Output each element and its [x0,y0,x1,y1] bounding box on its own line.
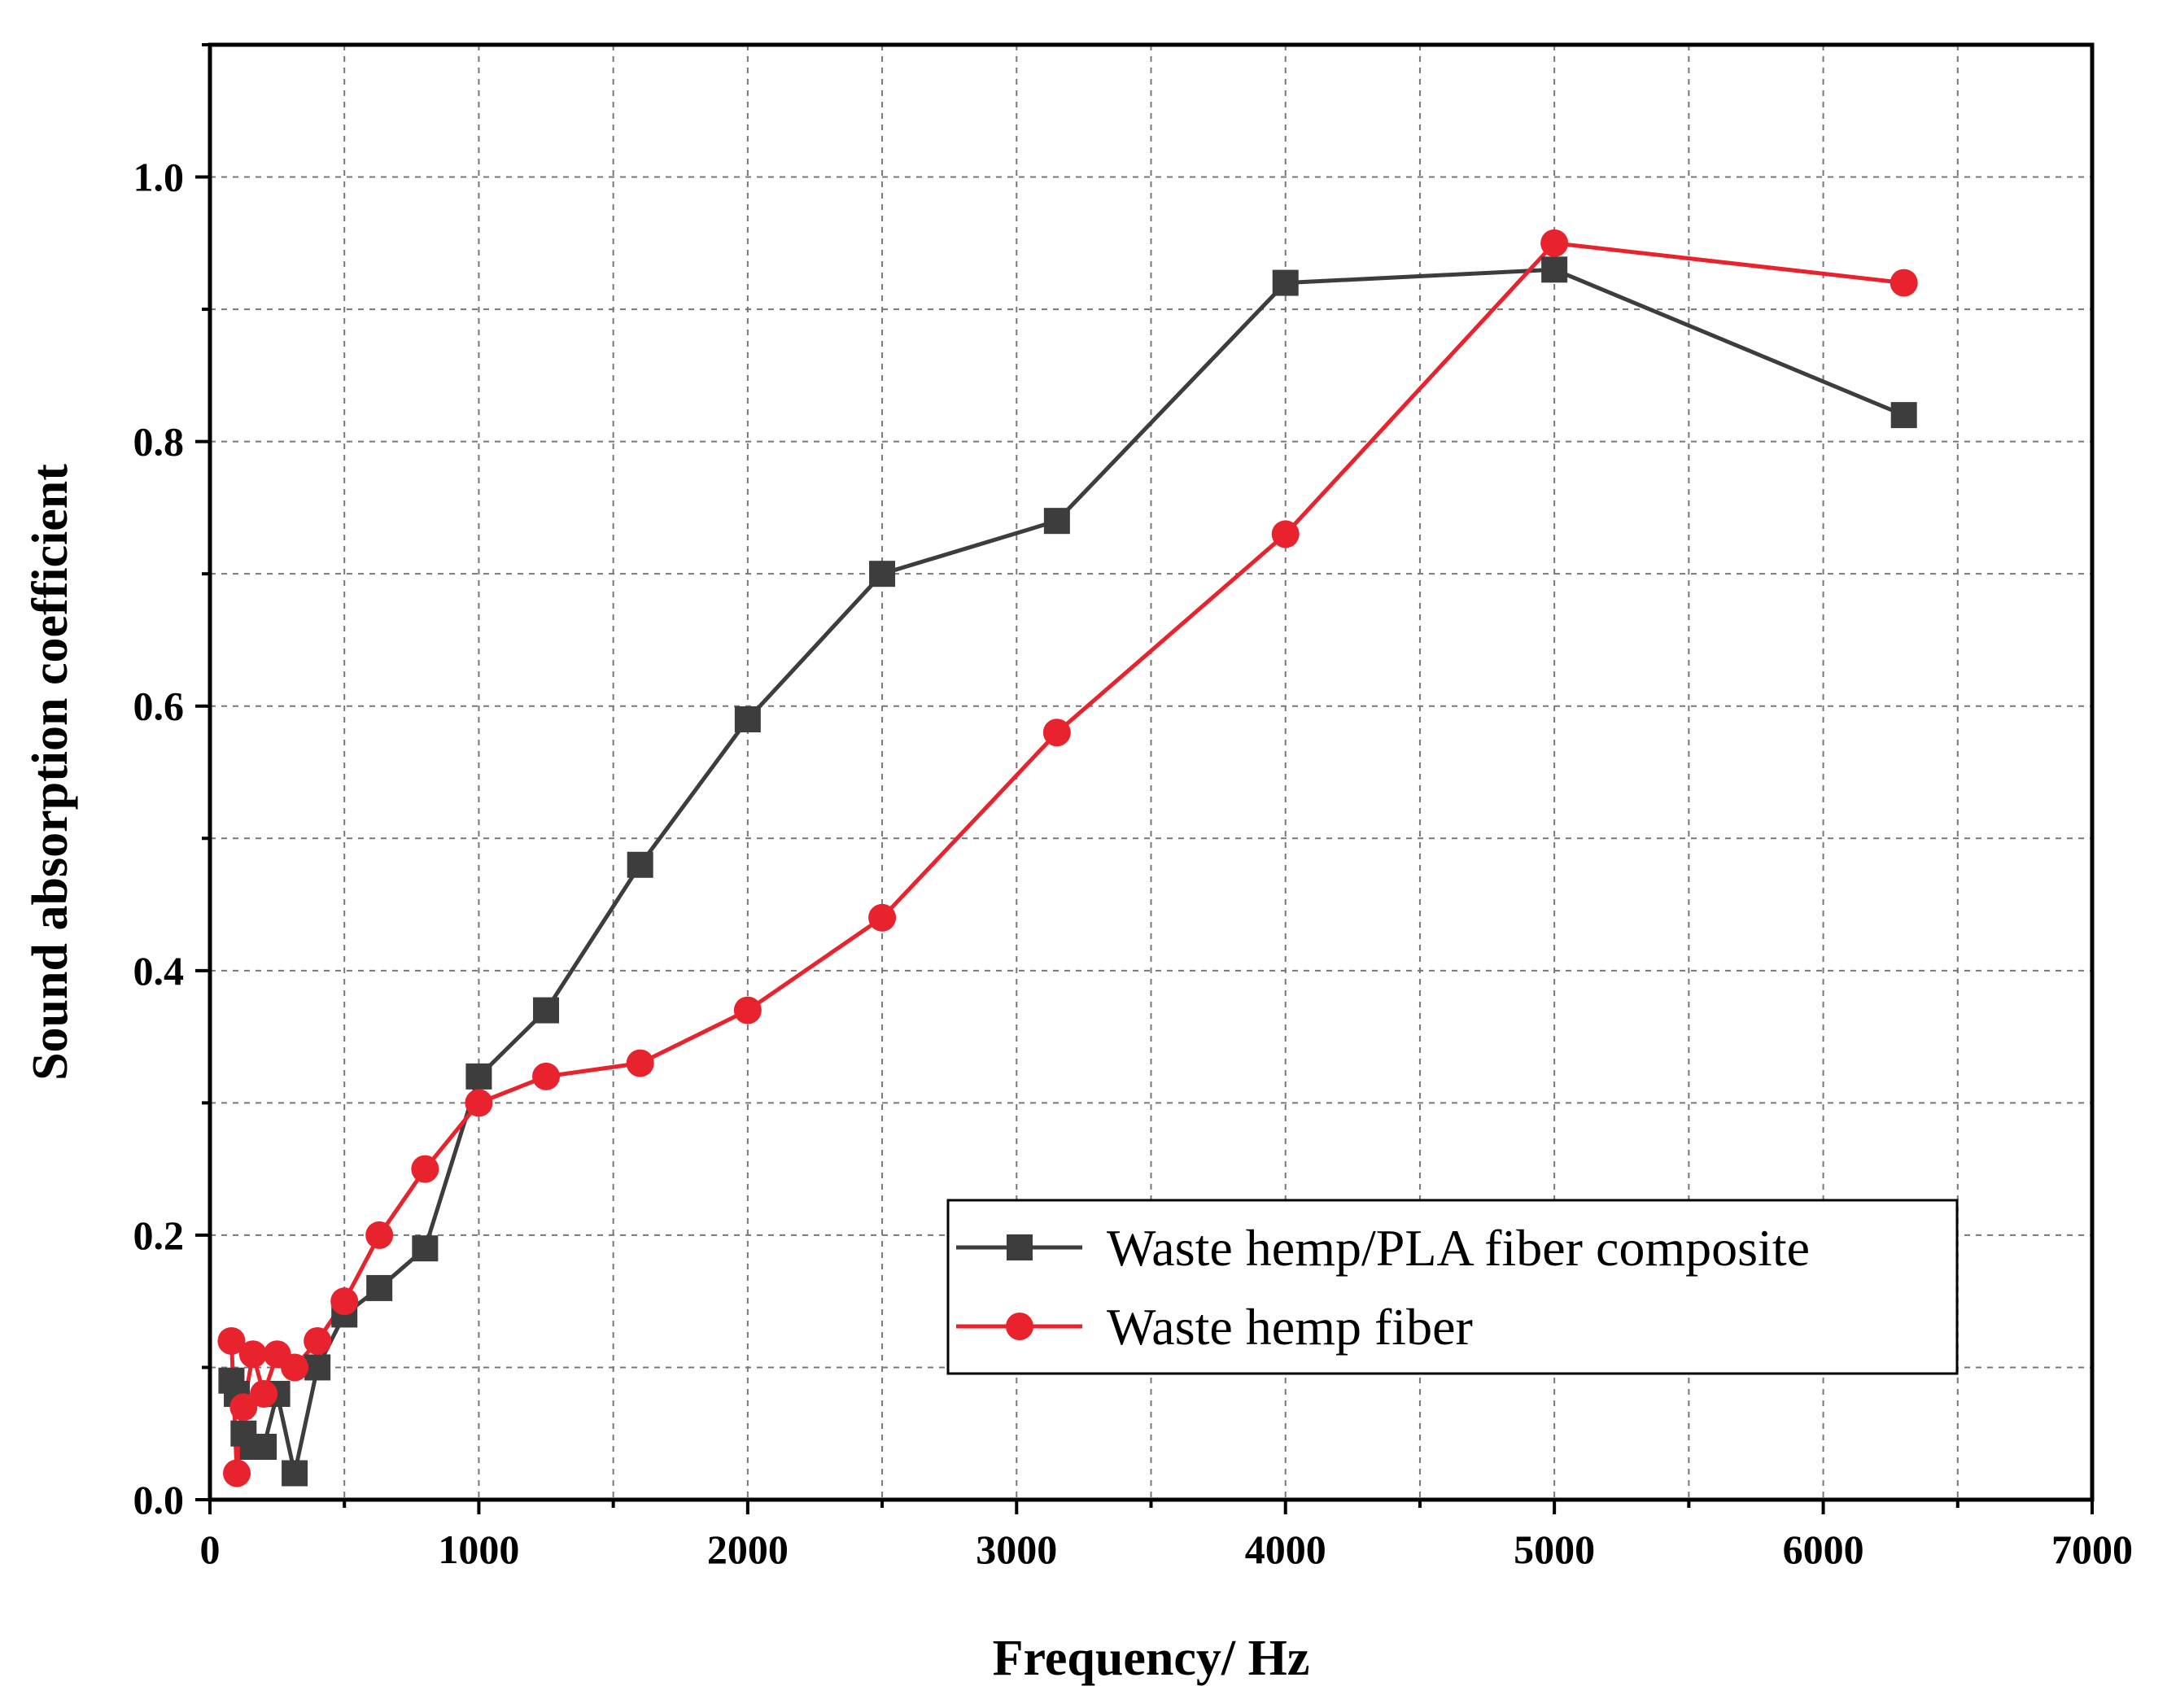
y-axis: 0.0 0.2 0.4 0.6 0.8 1.0 [133,43,210,1522]
data-point-composite [366,1274,393,1301]
legend-label-composite: Waste hemp/PLA fiber composite [1107,1219,1810,1277]
x-tick-label: 1000 [438,1527,519,1572]
data-point-hemp [1042,719,1071,747]
y-tick-label: 0.8 [133,419,185,465]
x-tick-label: 3000 [976,1527,1057,1572]
legend-marker-hemp [1006,1313,1033,1340]
x-axis: 0 1000 2000 3000 4000 5000 6000 7000 [200,1500,2133,1572]
legend-marker-composite [1007,1234,1033,1260]
data-point-composite [533,997,560,1024]
y-tick-label: 1.0 [133,155,185,200]
x-tick-label: 5000 [1514,1527,1595,1572]
data-point-composite [412,1235,439,1262]
data-point-hemp [330,1287,359,1316]
data-point-hemp [868,903,897,932]
legend-label-hemp: Waste hemp fiber [1107,1298,1473,1356]
data-point-hemp [1271,520,1300,548]
x-tick-label: 0 [200,1527,221,1572]
x-tick-label: 7000 [2051,1527,2133,1572]
data-point-hemp [465,1089,493,1117]
data-point-hemp [1540,229,1569,257]
x-tick-label: 2000 [707,1527,789,1572]
data-point-composite [251,1433,277,1460]
data-point-hemp [229,1393,258,1422]
data-point-hemp [365,1221,394,1249]
data-point-hemp [217,1326,246,1355]
data-point-hemp [304,1326,332,1355]
data-point-composite [1890,402,1917,429]
series-layer [217,229,1918,1487]
y-tick-label: 0.6 [133,684,185,729]
data-point-hemp [532,1062,561,1090]
legend: Waste hemp/PLA fiber composite Waste hem… [946,1199,1959,1375]
x-tick-label: 6000 [1783,1527,1864,1572]
data-point-composite [1043,508,1070,535]
data-point-composite [1272,269,1299,296]
data-point-hemp [626,1049,654,1077]
data-point-hemp [281,1353,309,1382]
data-point-hemp [250,1379,278,1408]
data-point-composite [627,851,653,878]
data-point-composite [869,561,896,588]
y-tick-label: 0.4 [133,948,185,994]
plot-frame [208,42,2095,1502]
y-axis-title: Sound absorption coefficient [23,464,78,1081]
data-point-composite [304,1354,331,1381]
data-point-composite [734,705,761,732]
y-tick-label: 0.0 [133,1477,185,1522]
data-point-hemp [223,1459,251,1487]
x-axis-title: Frequency/ Hz [993,1631,1310,1686]
legend-box [946,1199,1959,1375]
data-point-hemp [238,1340,267,1369]
data-point-hemp [1890,269,1918,297]
data-point-composite [465,1063,492,1090]
data-point-composite [282,1460,308,1487]
data-point-hemp [733,996,762,1024]
y-tick-label: 0.2 [133,1212,185,1258]
data-point-composite [1541,256,1568,283]
data-point-hemp [411,1155,439,1183]
x-tick-label: 4000 [1245,1527,1326,1572]
